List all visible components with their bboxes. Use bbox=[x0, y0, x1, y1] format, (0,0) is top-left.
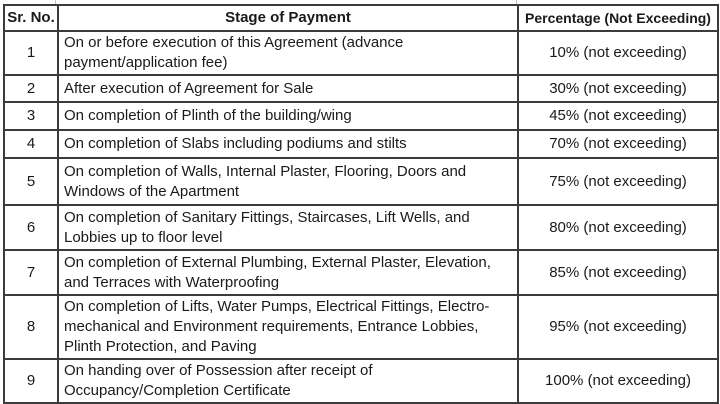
table-row: 2 After execution of Agreement for Sale … bbox=[3, 74, 719, 103]
table-row: 4 On completion of Slabs including podiu… bbox=[3, 129, 719, 159]
cell-percentage: 100% (not exceeding) bbox=[517, 358, 719, 404]
cell-stage: On completion of Walls, Internal Plaster… bbox=[57, 157, 519, 206]
cell-sr-no: 8 bbox=[3, 294, 59, 360]
table-row: 7 On completion of External Plumbing, Ex… bbox=[3, 249, 719, 296]
table-row: 8 On completion of Lifts, Water Pumps, E… bbox=[3, 294, 719, 360]
cell-stage: On or before execution of this Agreement… bbox=[57, 30, 519, 76]
cell-sr-no: 4 bbox=[3, 129, 59, 159]
excel-gridline-tick bbox=[516, 0, 517, 4]
cell-percentage: 75% (not exceeding) bbox=[517, 157, 719, 206]
cell-stage: On completion of Slabs including podiums… bbox=[57, 129, 519, 159]
table-header-row: Sr. No. Stage of Payment Percentage (Not… bbox=[3, 4, 719, 32]
cell-sr-no: 9 bbox=[3, 358, 59, 404]
cell-sr-no: 3 bbox=[3, 101, 59, 131]
payment-stages-table: Sr. No. Stage of Payment Percentage (Not… bbox=[3, 4, 719, 404]
cell-stage: On completion of Sanitary Fittings, Stai… bbox=[57, 204, 519, 251]
cell-percentage: 80% (not exceeding) bbox=[517, 204, 719, 251]
cell-stage: After execution of Agreement for Sale bbox=[57, 74, 519, 103]
table-row: 1 On or before execution of this Agreeme… bbox=[3, 30, 719, 76]
cell-sr-no: 7 bbox=[3, 249, 59, 296]
cell-stage: On completion of External Plumbing, Exte… bbox=[57, 249, 519, 296]
cell-sr-no: 1 bbox=[3, 30, 59, 76]
cell-sr-no: 5 bbox=[3, 157, 59, 206]
cell-sr-no: 2 bbox=[3, 74, 59, 103]
cell-stage: On handing over of Possession after rece… bbox=[57, 358, 519, 404]
table-row: 9 On handing over of Possession after re… bbox=[3, 358, 719, 404]
cell-percentage: 70% (not exceeding) bbox=[517, 129, 719, 159]
cell-percentage: 95% (not exceeding) bbox=[517, 294, 719, 360]
cell-percentage: 10% (not exceeding) bbox=[517, 30, 719, 76]
cell-stage: On completion of Plinth of the building/… bbox=[57, 101, 519, 131]
cell-sr-no: 6 bbox=[3, 204, 59, 251]
cell-stage: On completion of Lifts, Water Pumps, Ele… bbox=[57, 294, 519, 360]
col-header-percentage: Percentage (Not Exceeding) bbox=[517, 4, 719, 32]
cell-percentage: 45% (not exceeding) bbox=[517, 101, 719, 131]
cell-percentage: 85% (not exceeding) bbox=[517, 249, 719, 296]
col-header-sr-no: Sr. No. bbox=[3, 4, 59, 32]
table-row: 6 On completion of Sanitary Fittings, St… bbox=[3, 204, 719, 251]
table-row: 3 On completion of Plinth of the buildin… bbox=[3, 101, 719, 131]
table-row: 5 On completion of Walls, Internal Plast… bbox=[3, 157, 719, 206]
col-header-stage-of-payment: Stage of Payment bbox=[57, 4, 519, 32]
excel-gridline-tick bbox=[55, 0, 56, 4]
cell-percentage: 30% (not exceeding) bbox=[517, 74, 719, 103]
